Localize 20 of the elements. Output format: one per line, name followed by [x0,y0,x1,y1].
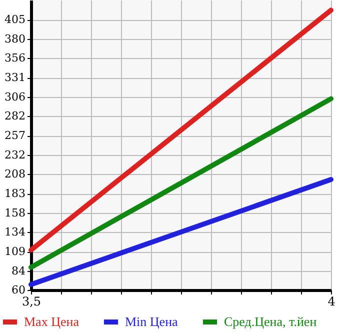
y-tick-label: 109 [4,245,26,258]
y-tick-label: 158 [4,206,26,220]
y-tick-label: 134 [4,226,26,238]
y-tick-label: 306 [4,90,26,104]
y-tick-label: 356 [4,52,26,64]
y-tick-label: 331 [4,71,26,84]
y-tick-label: 405 [4,13,26,26]
x-tick-label: 3,5 [22,294,42,308]
x-tick-label: 4 [328,294,336,308]
y-tick-label: 257 [4,129,26,142]
y-tick-label: 208 [4,168,26,180]
y-tick-label: 232 [4,148,26,162]
legend-label: Max Цена [24,314,80,329]
y-tick-label: 84 [12,264,26,278]
y-tick-label: 60 [12,284,26,296]
y-tick-label: 380 [4,32,26,46]
y-tick-label: 183 [4,187,26,200]
y-tick-label: 282 [4,110,26,122]
legend-label: Min Цена [125,314,178,329]
legend-label: Сред.Цена, т.йен [224,314,317,329]
